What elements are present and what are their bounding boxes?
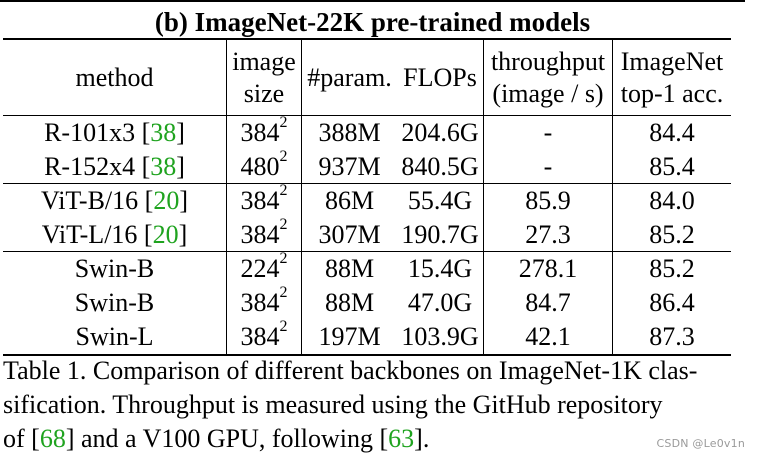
cell-throughput: 84.7 — [483, 286, 613, 320]
cell-image-size: 3842 — [226, 285, 302, 320]
cell-flops: 190.7G — [397, 218, 484, 252]
table-row: Swin-L 3842 197M 103.9G 42.1 87.3 — [3, 319, 731, 355]
cell-throughput: 27.3 — [483, 218, 613, 252]
caption-line: sification. Throughput is measured using… — [3, 390, 663, 419]
cell-method: Swin-B — [3, 251, 227, 286]
table-row: Swin-B 2242 88M 15.4G 278.1 85.2 — [3, 251, 731, 286]
cell-flops: 55.4G — [397, 183, 484, 218]
cell-throughput: - — [483, 115, 613, 150]
cell-method: R-152x4 [38] — [3, 150, 227, 184]
cell-param: 88M — [324, 288, 375, 317]
cell-method: Swin-L — [3, 320, 227, 355]
cell-param: 307M — [318, 219, 381, 249]
cell-image-size: 2242 — [226, 251, 302, 286]
citation-link[interactable]: 38 — [150, 118, 177, 147]
cell-flops: 47.0G — [397, 286, 484, 320]
table-row: ViT-L/16 [20] 3842 307M 190.7G 27.3 85.2 — [3, 216, 731, 252]
citation-link[interactable]: 68 — [39, 424, 66, 453]
header-throughput: throughput (image / s) — [483, 39, 613, 116]
table-row: Swin-B 3842 88M 47.0G 84.7 86.4 — [3, 285, 731, 320]
cell-top1-acc: 87.3 — [649, 322, 695, 351]
cell-top1-acc: 86.4 — [649, 288, 695, 317]
cell-image-size: 3842 — [226, 115, 302, 150]
cell-image-size: 3842 — [226, 319, 302, 355]
table-row: ViT-B/16 [20] 3842 86M 55.4G 85.9 84.0 — [3, 183, 731, 218]
cell-top1-acc: 85.2 — [649, 254, 695, 283]
cell-throughput: 278.1 — [483, 251, 613, 286]
cell-param: 197M — [318, 322, 381, 351]
table-caption: Table 1. Comparison of different backbon… — [3, 354, 743, 456]
cell-top1-acc: 85.2 — [649, 219, 695, 249]
header-image-size: image size — [226, 39, 302, 116]
cell-image-size: 3842 — [226, 183, 302, 218]
table-row: R-101x3 [38] 3842 388M 204.6G - 84.4 — [3, 115, 731, 150]
cell-param: 937M — [318, 151, 381, 181]
header-flops: FLOPs — [397, 39, 484, 116]
cell-flops: 103.9G — [397, 320, 484, 355]
cell-method: ViT-L/16 [20] — [3, 218, 227, 252]
table-row: R-152x4 [38] 4802 937M 840.5G - 85.4 — [3, 148, 731, 184]
cell-throughput: - — [483, 150, 613, 184]
cell-top1-acc: 85.4 — [649, 151, 695, 181]
citation-link[interactable]: 20 — [152, 219, 179, 249]
cell-throughput: 42.1 — [483, 320, 613, 355]
header-param: #param. — [307, 62, 392, 92]
citation-link[interactable]: 63 — [388, 424, 415, 453]
table-header-row: method image size #param. FLOPs throughp… — [3, 39, 731, 116]
cell-throughput: 85.9 — [483, 183, 613, 218]
cell-method: R-101x3 [38] — [3, 115, 227, 150]
cell-top1-acc: 84.4 — [649, 118, 695, 147]
header-top1-acc: ImageNet top-1 acc. — [620, 46, 724, 108]
caption-line: of [68] and a V100 GPU, following [63]. — [3, 424, 430, 453]
cell-image-size: 4802 — [226, 148, 302, 184]
cell-param: 86M — [324, 186, 375, 215]
cell-flops: 204.6G — [397, 115, 484, 150]
cell-method: Swin-B — [3, 286, 227, 320]
citation-link[interactable]: 38 — [150, 151, 177, 181]
table-title-bar: (b) ImageNet-22K pre-trained models — [0, 0, 745, 40]
cell-method: ViT-B/16 [20] — [3, 183, 227, 218]
cell-image-size: 3842 — [226, 216, 302, 252]
citation-link[interactable]: 20 — [153, 186, 180, 215]
cell-flops: 840.5G — [397, 150, 484, 184]
watermark: CSDN @Le0v1n — [656, 437, 745, 450]
table-title: (b) ImageNet-22K pre-trained models — [154, 7, 591, 37]
caption-line: Table 1. Comparison of different backbon… — [3, 356, 698, 385]
cell-top1-acc: 84.0 — [649, 186, 695, 215]
results-table: method image size #param. FLOPs throughp… — [3, 38, 731, 356]
header-method: method — [3, 39, 227, 116]
cell-param: 388M — [318, 118, 381, 147]
cell-param: 88M — [324, 254, 375, 283]
cell-flops: 15.4G — [397, 251, 484, 286]
